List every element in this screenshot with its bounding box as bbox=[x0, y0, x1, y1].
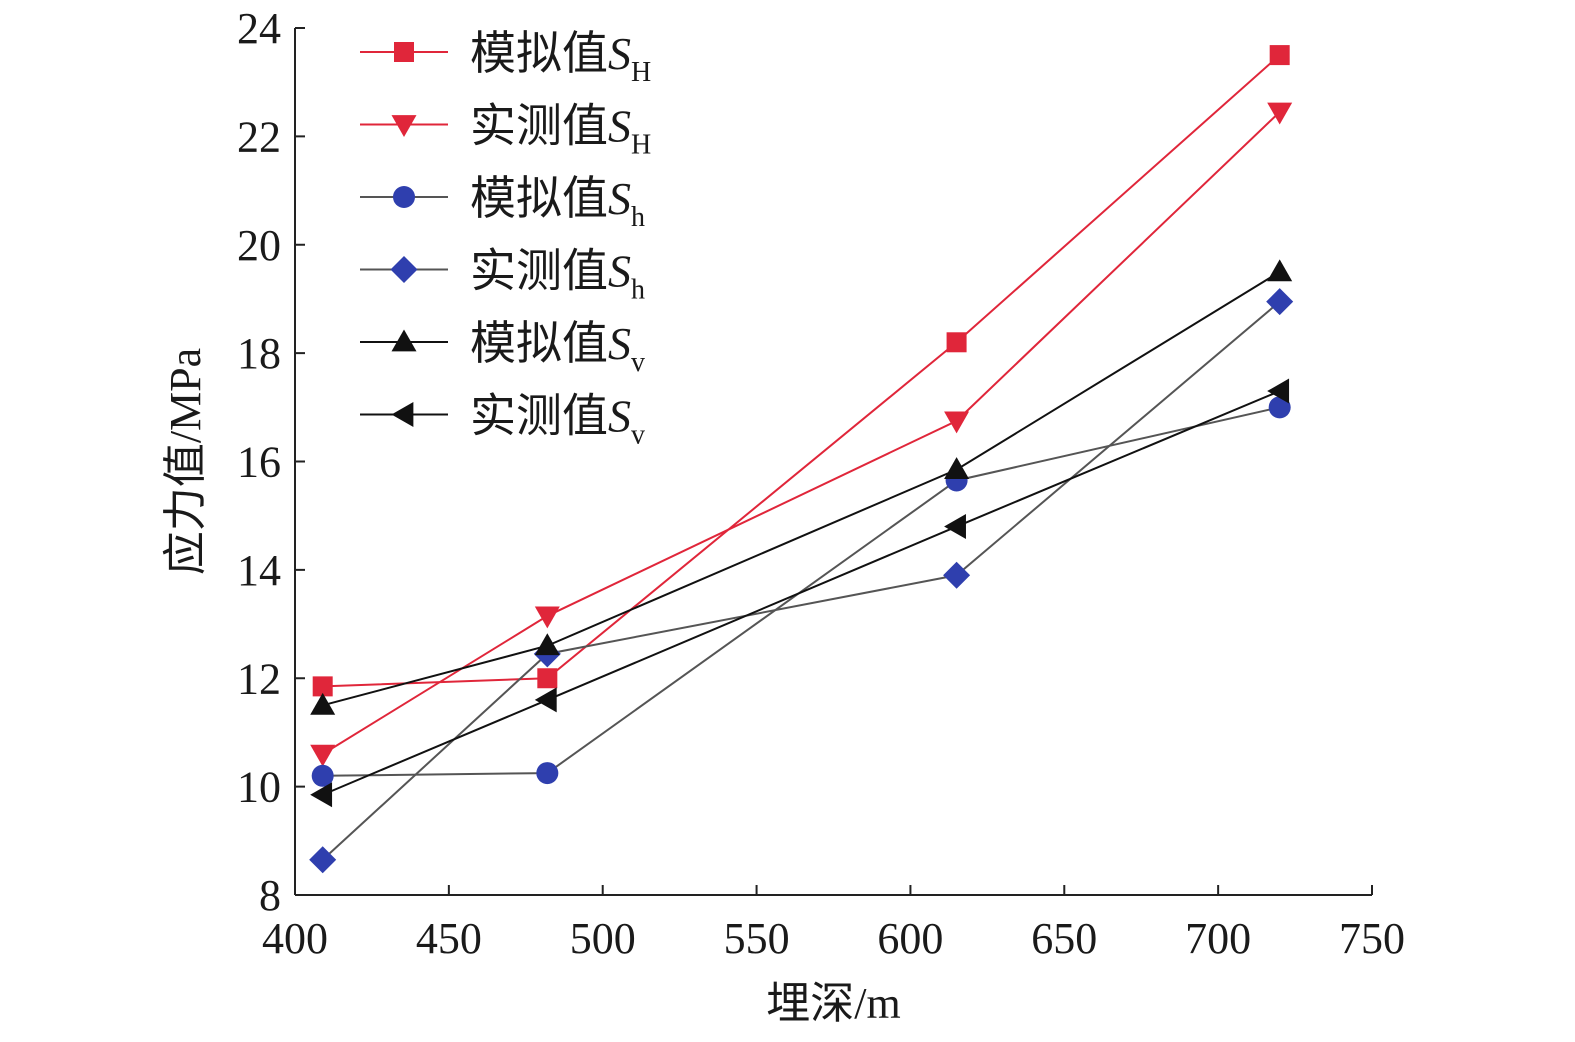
y-tick-label: 12 bbox=[237, 654, 281, 703]
y-tick-label: 24 bbox=[237, 4, 281, 53]
legend-symbol: S bbox=[608, 391, 631, 442]
data-point-s5-1 bbox=[534, 687, 557, 713]
legend-symbol: S bbox=[608, 28, 631, 79]
axes bbox=[294, 28, 1372, 896]
y-tick-label: 14 bbox=[237, 546, 281, 595]
x-tick-label: 500 bbox=[570, 914, 636, 963]
y-axis-title: 应力值/MPa bbox=[161, 348, 210, 575]
legend-marker bbox=[394, 42, 414, 62]
series-markers bbox=[309, 45, 1294, 874]
legend-name: 模拟值 bbox=[470, 173, 608, 224]
y-tick-label: 20 bbox=[237, 221, 281, 270]
data-point-s2-0 bbox=[311, 764, 334, 787]
legend-symbol: S bbox=[608, 318, 631, 369]
legend-marker bbox=[391, 402, 414, 427]
data-point-s2-1 bbox=[536, 762, 559, 785]
data-point-s3-2 bbox=[943, 561, 971, 589]
series-line-2 bbox=[322, 406, 1280, 777]
series-line-4 bbox=[322, 270, 1281, 707]
data-point-s0-3 bbox=[1269, 45, 1290, 66]
legend-subscript: H bbox=[631, 57, 651, 88]
data-point-s5-3 bbox=[1267, 378, 1290, 404]
x-tick-label: 400 bbox=[262, 914, 328, 963]
legend-marker bbox=[393, 186, 415, 208]
y-tick-label: 16 bbox=[237, 438, 281, 487]
legend-symbol: S bbox=[608, 173, 631, 224]
data-point-s1-2 bbox=[944, 411, 970, 434]
legend-name: 实测值 bbox=[470, 246, 608, 297]
series-lines bbox=[322, 54, 1281, 861]
legend-label: 模拟值Sh bbox=[470, 173, 645, 233]
legend-name: 模拟值 bbox=[470, 318, 608, 369]
x-tick-label: 600 bbox=[877, 914, 943, 963]
legend-item-2: 模拟值Sh bbox=[360, 173, 645, 233]
legend-subscript: v bbox=[631, 347, 645, 378]
data-point-s5-2 bbox=[944, 514, 966, 540]
data-point-s4-0 bbox=[310, 692, 336, 715]
legend-item-1: 实测值SH bbox=[360, 101, 651, 161]
series-line-0 bbox=[322, 54, 1281, 688]
legend-symbol: S bbox=[608, 101, 631, 152]
legend-subscript: H bbox=[631, 130, 651, 161]
data-point-s1-3 bbox=[1267, 102, 1293, 125]
data-point-s5-0 bbox=[310, 782, 333, 808]
legend-name: 实测值 bbox=[470, 391, 608, 442]
y-tick-label: 10 bbox=[237, 763, 281, 812]
data-point-s4-3 bbox=[1267, 259, 1293, 282]
legend-subscript: v bbox=[631, 420, 645, 451]
legend-label: 模拟值SH bbox=[470, 28, 651, 88]
data-point-s3-0 bbox=[309, 846, 337, 874]
legend-item-4: 模拟值Sv bbox=[360, 318, 645, 378]
data-point-s0-2 bbox=[946, 332, 967, 353]
legend-label: 实测值SH bbox=[470, 101, 651, 161]
data-point-s2-3 bbox=[1268, 396, 1291, 419]
x-axis-title: 埋深/m bbox=[766, 979, 900, 1028]
y-tick-label: 18 bbox=[237, 329, 281, 378]
legend-marker bbox=[391, 115, 417, 137]
data-point-s0-1 bbox=[537, 668, 558, 689]
legend-item-0: 模拟值SH bbox=[360, 28, 651, 88]
series-line-1 bbox=[322, 111, 1281, 755]
legend-marker bbox=[391, 329, 417, 352]
ticks: 400 450 500 550 600 650 700 750 8 10 12 14 16 18 20 22 2… bbox=[237, 4, 1405, 963]
data-point-s1-0 bbox=[310, 744, 336, 767]
legend-label: 模拟值Sv bbox=[470, 318, 645, 378]
y-tick-label: 8 bbox=[259, 871, 281, 920]
legend-item-5: 实测值Sv bbox=[360, 391, 645, 451]
data-point-s4-2 bbox=[944, 457, 970, 480]
legend-subscript: h bbox=[631, 202, 645, 233]
series-line-5 bbox=[322, 390, 1281, 796]
data-point-s0-0 bbox=[312, 676, 333, 697]
legend-symbol: S bbox=[608, 246, 631, 297]
x-tick-label: 750 bbox=[1339, 914, 1405, 963]
legend-name: 实测值 bbox=[470, 101, 608, 152]
x-tick-label: 650 bbox=[1031, 914, 1097, 963]
legend-marker bbox=[390, 256, 418, 283]
legend-label: 实测值Sh bbox=[470, 246, 645, 306]
legend-label: 实测值Sv bbox=[470, 391, 645, 451]
data-point-s3-3 bbox=[1266, 288, 1294, 316]
legend-subscript: h bbox=[631, 275, 645, 306]
series-line-3 bbox=[322, 300, 1281, 861]
x-tick-label: 700 bbox=[1185, 914, 1251, 963]
legend-item-3: 实测值Sh bbox=[360, 246, 645, 306]
x-tick-label: 450 bbox=[416, 914, 482, 963]
x-tick-label: 550 bbox=[724, 914, 790, 963]
legend-name: 模拟值 bbox=[470, 28, 608, 79]
y-tick-label: 22 bbox=[237, 112, 281, 161]
data-point-s1-1 bbox=[534, 606, 560, 629]
data-point-s4-1 bbox=[534, 633, 560, 656]
